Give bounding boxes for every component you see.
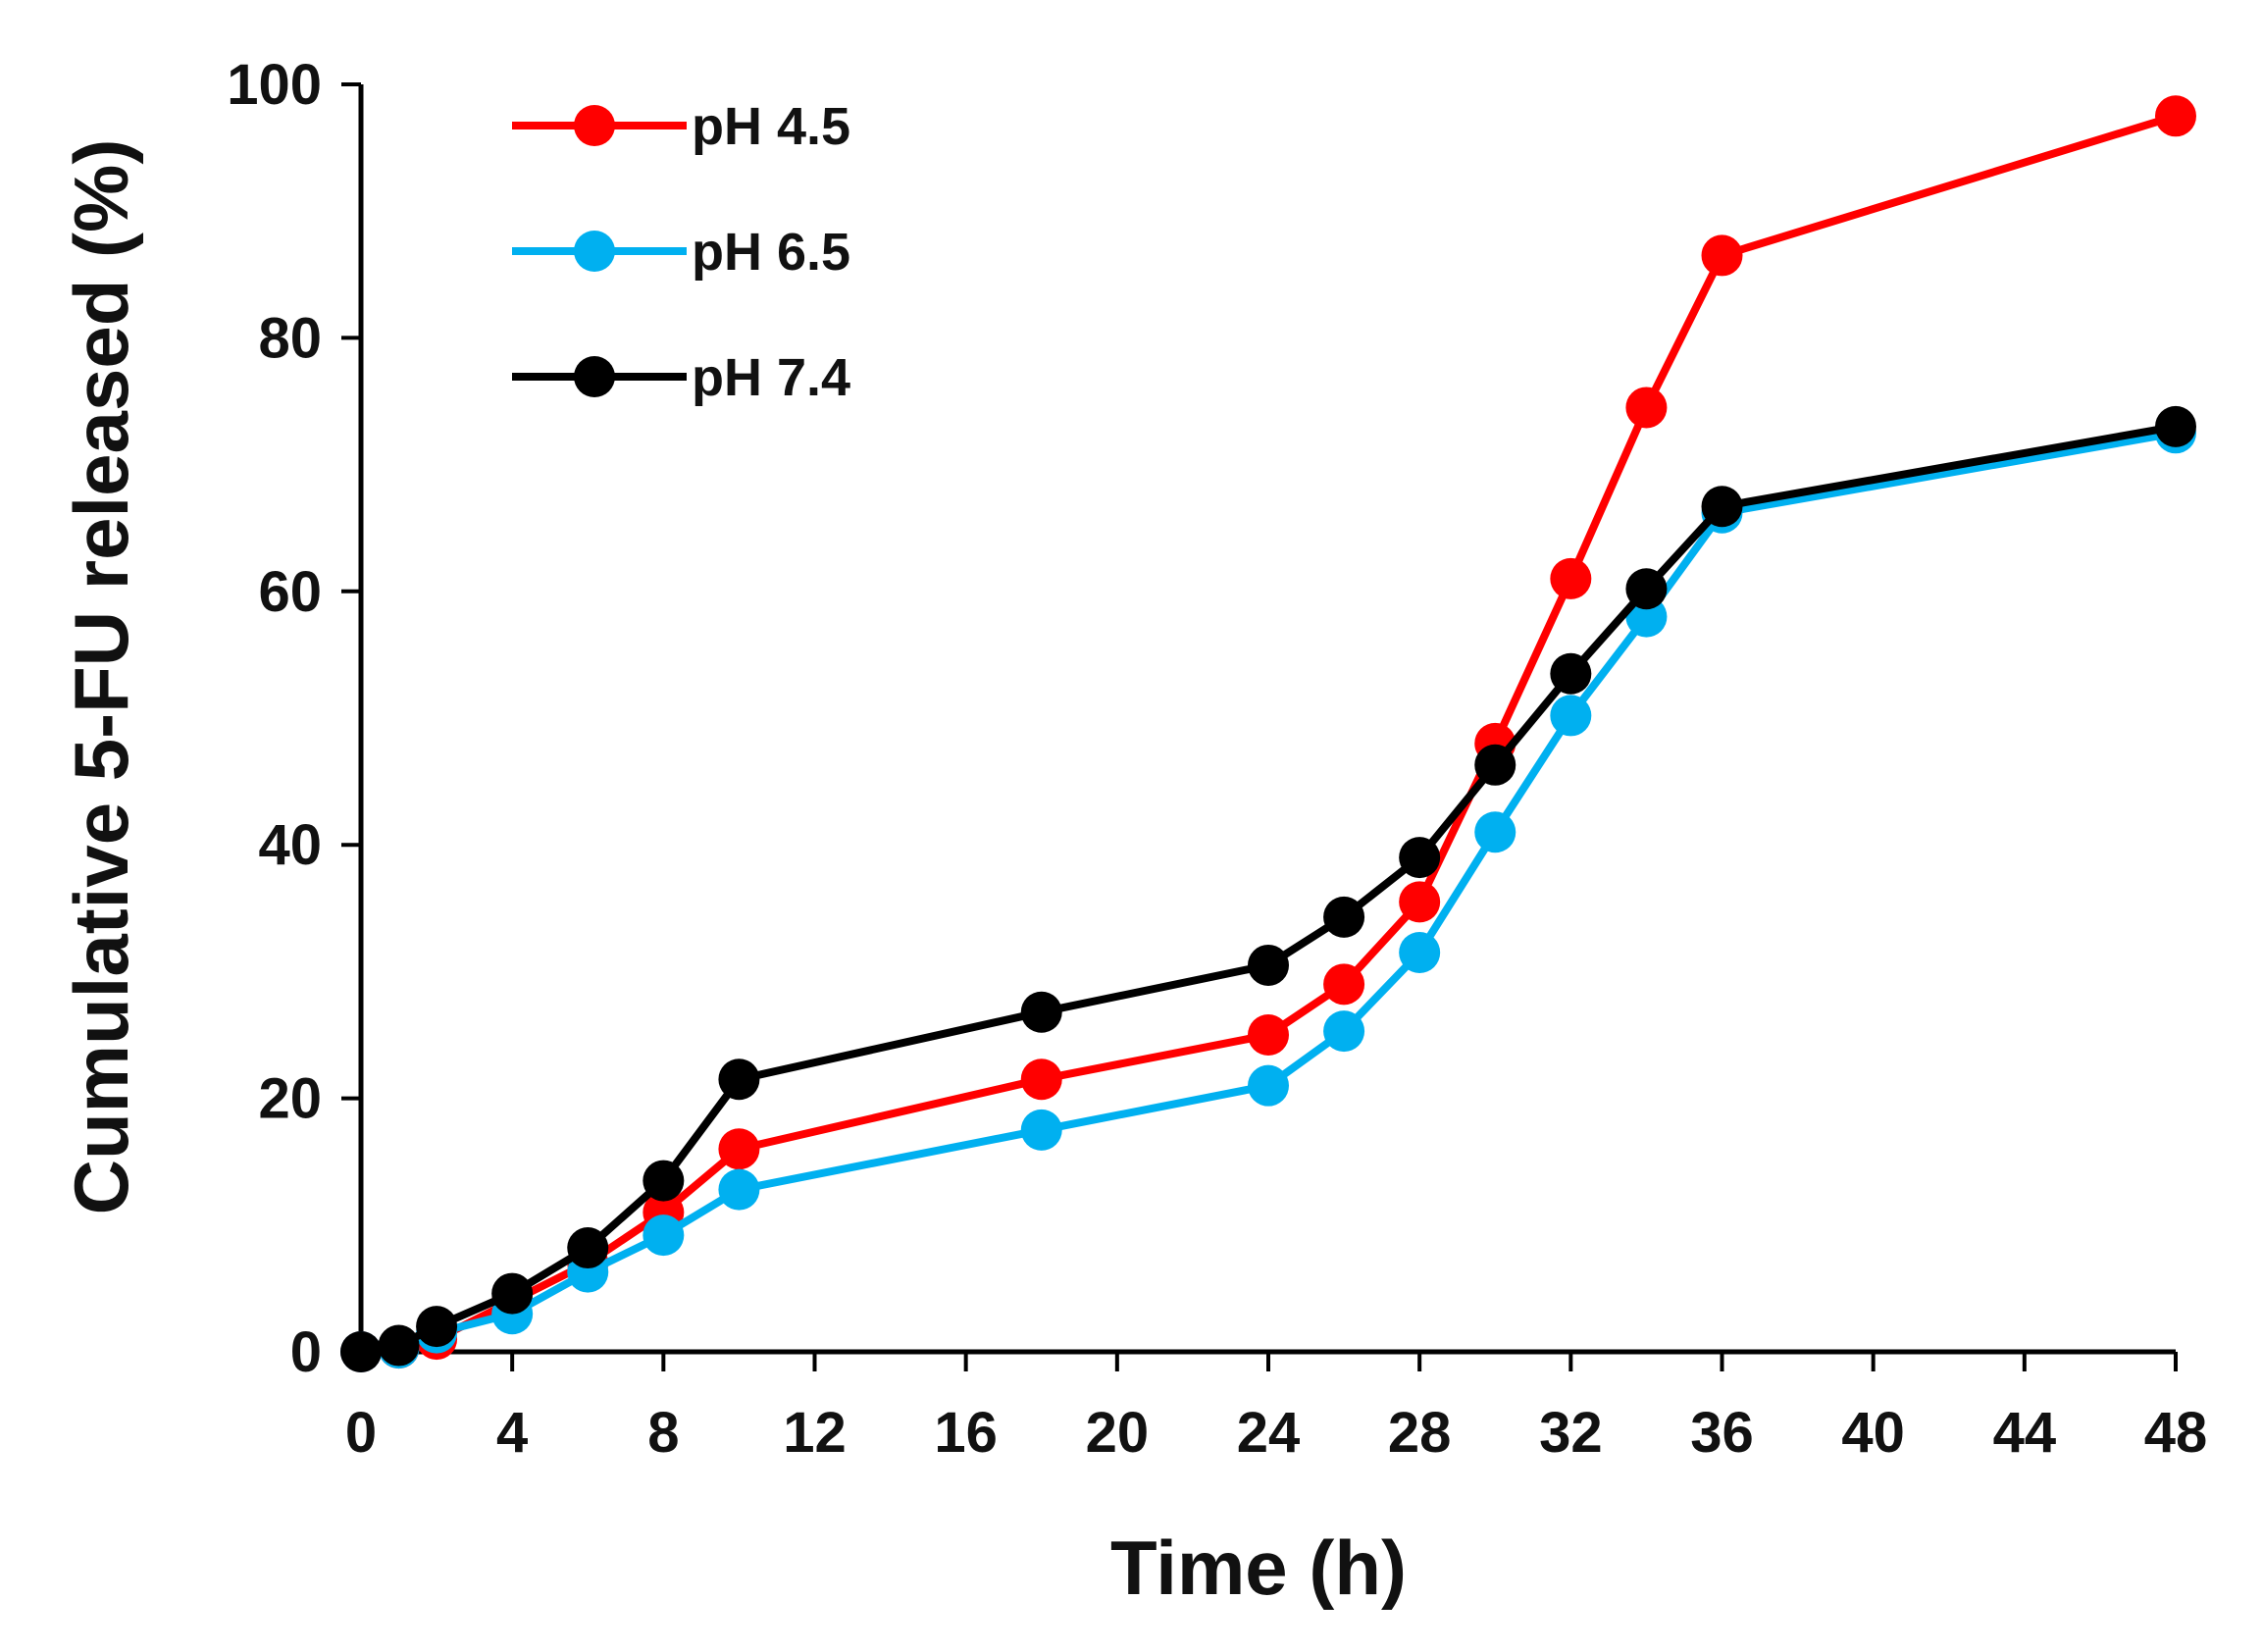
legend-label: pH 6.5 — [692, 223, 850, 282]
data-point — [718, 1168, 760, 1211]
data-point — [1399, 881, 1441, 923]
y-tick-label: 0 — [290, 1320, 322, 1384]
legend-item: pH 6.5 — [512, 223, 850, 282]
data-point — [1625, 387, 1668, 429]
legend-marker — [574, 105, 615, 146]
data-point — [1323, 963, 1365, 1006]
y-tick-label: 60 — [258, 560, 322, 624]
series-line — [357, 429, 2180, 1356]
data-point — [1020, 1109, 1062, 1151]
data-point — [1474, 744, 1517, 786]
data-point — [416, 1306, 458, 1348]
data-point — [2155, 405, 2196, 447]
x-tick-label: 48 — [2144, 1401, 2208, 1465]
data-point — [378, 1324, 420, 1367]
y-tick-label: 100 — [227, 53, 322, 117]
data-point — [718, 1058, 760, 1101]
y-tick-label: 20 — [258, 1067, 322, 1131]
legend-label: pH 4.5 — [692, 97, 850, 156]
y-tick-label: 80 — [258, 306, 322, 370]
data-point — [1701, 234, 1743, 277]
y-tick-label: 40 — [258, 813, 322, 877]
data-point — [1248, 1014, 1289, 1056]
series-2 — [340, 412, 2196, 1372]
data-point — [491, 1272, 534, 1315]
x-tick-label: 12 — [783, 1401, 847, 1465]
series-layer — [340, 95, 2196, 1372]
legend-item: pH 7.4 — [512, 348, 850, 407]
data-point — [1550, 695, 1592, 737]
x-axis-title: Time (h) — [1110, 1524, 1407, 1611]
data-point — [1625, 568, 1668, 610]
data-point — [1020, 1058, 1062, 1101]
data-point — [643, 1214, 685, 1257]
data-point — [1399, 837, 1441, 879]
legend-marker — [574, 356, 615, 397]
x-tick-label: 28 — [1388, 1401, 1452, 1465]
x-tick-label: 32 — [1539, 1401, 1603, 1465]
legend: pH 4.5 pH 6.5 pH 7.4 — [512, 97, 850, 407]
data-point — [1701, 486, 1743, 528]
legend-marker — [574, 231, 615, 272]
x-tick-label: 20 — [1086, 1401, 1150, 1465]
series-1 — [340, 95, 2196, 1372]
data-point — [1248, 944, 1289, 986]
data-point — [1474, 811, 1517, 853]
data-point — [340, 1331, 382, 1372]
data-point — [718, 1128, 760, 1170]
x-tick-label: 40 — [1841, 1401, 1905, 1465]
data-point — [1323, 896, 1365, 938]
series-line — [357, 422, 2180, 1356]
data-point — [1020, 991, 1062, 1033]
legend-label: pH 7.4 — [692, 348, 850, 407]
x-tick-label: 44 — [1993, 1401, 2057, 1465]
data-point — [1399, 932, 1441, 974]
data-point — [1550, 557, 1592, 599]
data-point — [1248, 1064, 1289, 1107]
legend-item: pH 4.5 — [512, 97, 850, 156]
data-point — [1323, 1010, 1365, 1053]
x-tick-label: 0 — [345, 1401, 377, 1465]
data-point — [567, 1227, 609, 1269]
x-tick-label: 4 — [496, 1401, 528, 1465]
data-point — [643, 1160, 685, 1202]
y-axis-title: Cumulative 5-FU released (%) — [58, 139, 144, 1215]
x-tick-label: 16 — [934, 1401, 998, 1465]
data-point — [2155, 95, 2196, 137]
data-point — [1550, 652, 1592, 695]
series-3 — [340, 405, 2196, 1372]
x-tick-label: 8 — [647, 1401, 679, 1465]
series-line — [357, 112, 2180, 1356]
x-tick-label: 36 — [1690, 1401, 1754, 1465]
x-tick-label: 24 — [1237, 1401, 1301, 1465]
